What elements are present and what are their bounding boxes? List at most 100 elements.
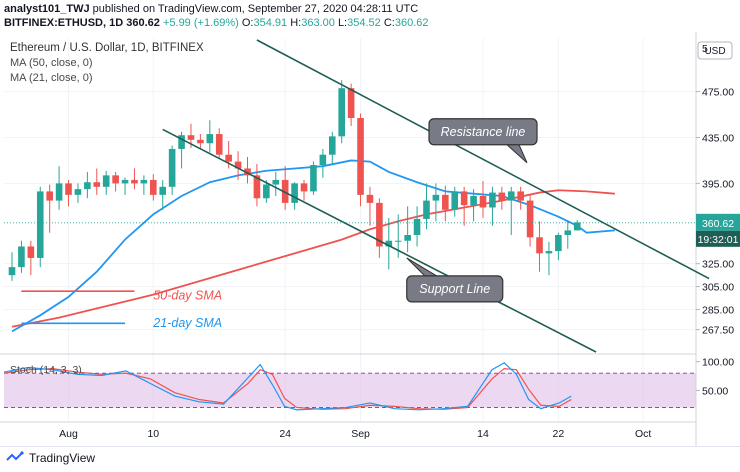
candle bbox=[244, 157, 251, 184]
price-tick-label: 267.50 bbox=[702, 325, 734, 337]
price-chart[interactable]: Resistance line Support Line 50-day SMA 21-… bbox=[0, 0, 740, 446]
candle bbox=[413, 206, 421, 247]
candle bbox=[263, 179, 270, 203]
candle bbox=[159, 179, 167, 210]
support-label: Support Line bbox=[419, 282, 490, 296]
candle bbox=[555, 232, 562, 261]
candle-body bbox=[291, 183, 298, 203]
candle bbox=[234, 151, 242, 180]
candle-body bbox=[74, 189, 82, 195]
candle-body bbox=[272, 179, 280, 185]
candle bbox=[272, 171, 280, 196]
countdown-tag: 19:32:01 bbox=[696, 230, 740, 247]
publish-text: published on TradingView.com, September … bbox=[92, 3, 419, 15]
support-callout[interactable]: Support Line bbox=[406, 257, 504, 303]
candle-body bbox=[253, 175, 261, 199]
stoch-d-line bbox=[3, 367, 572, 410]
header-price: 360.62 bbox=[126, 17, 160, 29]
time-tick-label: 14 bbox=[477, 428, 489, 440]
candle bbox=[526, 193, 534, 247]
tradingview-logo[interactable]: TradingView bbox=[6, 451, 95, 465]
candle-body bbox=[545, 251, 553, 254]
candle-body bbox=[27, 246, 35, 258]
candle-body bbox=[112, 175, 119, 184]
candle bbox=[140, 175, 148, 195]
high-value: 363.00 bbox=[301, 17, 335, 29]
candle bbox=[291, 182, 298, 210]
candle bbox=[442, 185, 449, 222]
candle-body bbox=[460, 191, 468, 206]
sma21-label: 21-day SMA bbox=[152, 316, 222, 330]
annotations[interactable]: Resistance line Support Line 50-day SMA 21-… bbox=[21, 118, 538, 330]
candle bbox=[451, 186, 459, 217]
candle-body bbox=[489, 192, 496, 208]
candle-body bbox=[84, 182, 91, 190]
candle-body bbox=[121, 179, 129, 184]
legend-ma50[interactable]: MA (50, close, 0) bbox=[10, 57, 93, 69]
candle bbox=[93, 168, 101, 195]
time-tick-label: Sep bbox=[351, 428, 370, 440]
candle-body bbox=[93, 182, 101, 187]
candle bbox=[112, 171, 119, 192]
candle-body bbox=[385, 240, 393, 247]
candle bbox=[507, 186, 515, 235]
candle-body bbox=[150, 179, 157, 195]
time-axis[interactable]: Aug 10 24 Sep 14 22 Oct bbox=[59, 428, 651, 440]
header-change: +5.99 (+1.69%) bbox=[162, 17, 239, 29]
countdown-box bbox=[696, 230, 740, 247]
candle bbox=[385, 217, 393, 270]
candle bbox=[376, 198, 383, 258]
price-tick-label: 325.00 bbox=[702, 259, 734, 271]
candle bbox=[18, 240, 25, 273]
candle-body bbox=[319, 154, 327, 166]
price-tick-label: 305.00 bbox=[702, 282, 734, 294]
author-name[interactable]: analyst101_TWJ bbox=[4, 3, 90, 15]
open-value: 354.91 bbox=[253, 17, 288, 29]
price-tick-label: 285.00 bbox=[702, 305, 734, 317]
candle bbox=[498, 186, 506, 210]
candle bbox=[253, 163, 261, 207]
candle-body bbox=[357, 118, 364, 195]
countdown-label: 19:32:01 bbox=[698, 234, 739, 246]
callout-box bbox=[406, 275, 504, 303]
resistance-trendline[interactable] bbox=[256, 39, 710, 280]
candle-body bbox=[102, 175, 110, 187]
candle-body bbox=[300, 183, 308, 192]
time-tick-label: 24 bbox=[279, 428, 291, 440]
trend-lines[interactable] bbox=[162, 39, 710, 353]
candle bbox=[573, 220, 581, 231]
candle bbox=[206, 120, 214, 153]
candle-body bbox=[479, 196, 487, 208]
stoch-tick-label: 50.00 bbox=[702, 385, 728, 397]
support-trendline[interactable] bbox=[162, 128, 597, 353]
last-price-label: 360.62 bbox=[702, 218, 734, 230]
ma21-line bbox=[11, 159, 615, 333]
candle-body bbox=[526, 200, 534, 238]
candle-body bbox=[328, 136, 336, 155]
candle-body bbox=[404, 235, 411, 241]
candle bbox=[328, 131, 336, 164]
candle-body bbox=[18, 246, 25, 268]
stoch-overbought-oversold-band bbox=[4, 373, 696, 408]
grid bbox=[0, 32, 697, 446]
candle bbox=[197, 134, 204, 149]
candle bbox=[300, 179, 308, 201]
candle-body bbox=[432, 194, 440, 201]
candle bbox=[347, 83, 355, 127]
price-axis[interactable]: 475.00 435.00 395.00 325.00 305.00 285.00 267.… bbox=[696, 41, 740, 397]
last-price-box bbox=[696, 213, 740, 231]
candle bbox=[178, 131, 185, 169]
footer: TradingView bbox=[0, 446, 740, 472]
currency-badge[interactable]: USD bbox=[697, 41, 733, 60]
resistance-callout[interactable]: Resistance line bbox=[428, 118, 538, 164]
candle-body bbox=[413, 218, 421, 235]
candle-body bbox=[555, 235, 562, 252]
resistance-label: Resistance line bbox=[441, 125, 526, 139]
candle bbox=[84, 171, 91, 199]
publish-info: analyst101_TWJ published on TradingView.… bbox=[4, 3, 418, 15]
candle-body bbox=[46, 191, 53, 201]
candle-body bbox=[423, 200, 430, 219]
candle-body bbox=[225, 154, 232, 162]
legend-ma21[interactable]: MA (21, close, 0) bbox=[10, 72, 93, 84]
candle bbox=[536, 221, 543, 272]
